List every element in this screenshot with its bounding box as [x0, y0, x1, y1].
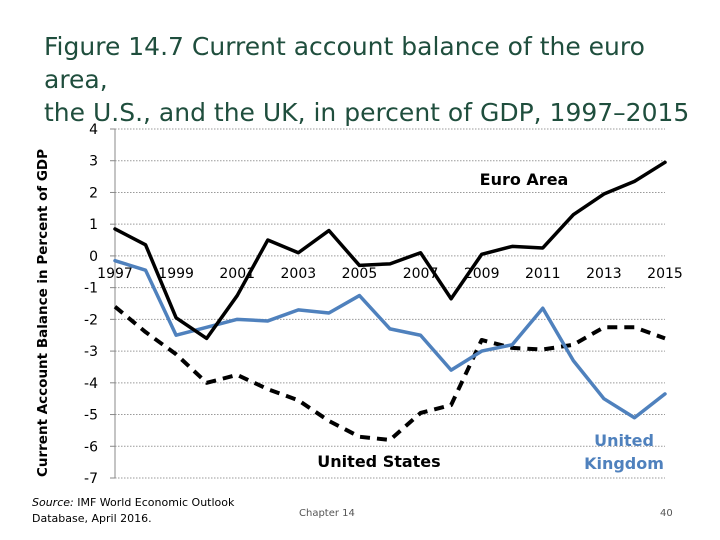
x-tick-label-1997: 1997: [97, 266, 133, 282]
title-line-1: Figure 14.7 Current account balance of t…: [44, 32, 645, 94]
united-kingdom-label-line2: Kingdom: [584, 454, 664, 473]
y-tick-label-9: -5: [84, 408, 98, 424]
y-tick-label-4: 0: [89, 249, 98, 265]
y-axis-label: Current Account Balance in Percent of GD…: [35, 149, 51, 477]
x-tick-label-2015: 2015: [647, 266, 683, 282]
y-tick-label-2: 2: [89, 185, 98, 201]
x-tick-labels: 1997 1999 2001 2003 2005 2007 2009 2011 2013 2015: [97, 266, 683, 282]
x-tick-label-2005: 2005: [342, 266, 378, 282]
x-tick-label-2003: 2003: [281, 266, 317, 282]
x-tick-label-2011: 2011: [525, 266, 561, 282]
series-line-united-kingdom: [113, 258, 667, 420]
source-note: Source: IMF World Economic Outlook Datab…: [32, 495, 252, 527]
y-tick-label-8: -4: [84, 376, 98, 392]
slide-title: Figure 14.7 Current account balance of t…: [44, 30, 694, 129]
united-states-label: United States: [317, 452, 440, 471]
footer-chapter: Chapter 14: [299, 508, 355, 519]
y-tick-label-3: 1: [89, 217, 98, 233]
y-tick-label-6: -2: [84, 312, 98, 328]
series-line-euro-area: [113, 160, 667, 341]
y-tick-label-5: -1: [84, 281, 98, 297]
y-tick-label-10: -6: [84, 439, 98, 455]
y-tick-label-11: -7: [84, 471, 98, 487]
y-tick-labels: 4 3 2 1 0 -1 -2 -3 -4 -5 -6 -7: [84, 122, 98, 487]
series-line-united-states: [113, 305, 666, 442]
y-tick-label-0: 4: [89, 122, 98, 138]
y-tick-label-7: -3: [84, 344, 98, 360]
title-line-2: the U.S., and the UK, in percent of GDP,…: [44, 98, 690, 127]
page-number: 40: [660, 508, 673, 519]
euro-area-label: Euro Area: [480, 170, 569, 189]
x-tick-label-2007: 2007: [403, 266, 439, 282]
source-label: Source:: [32, 496, 74, 509]
series-lines: [113, 160, 667, 442]
x-tick-label-1999: 1999: [158, 266, 194, 282]
x-tick-label-2013: 2013: [586, 266, 622, 282]
gridlines: [110, 128, 665, 479]
source-text: IMF World Economic Outlook Database, Apr…: [32, 496, 235, 525]
united-kingdom-label-line1: United: [594, 431, 654, 450]
y-tick-label-1: 3: [89, 154, 98, 170]
